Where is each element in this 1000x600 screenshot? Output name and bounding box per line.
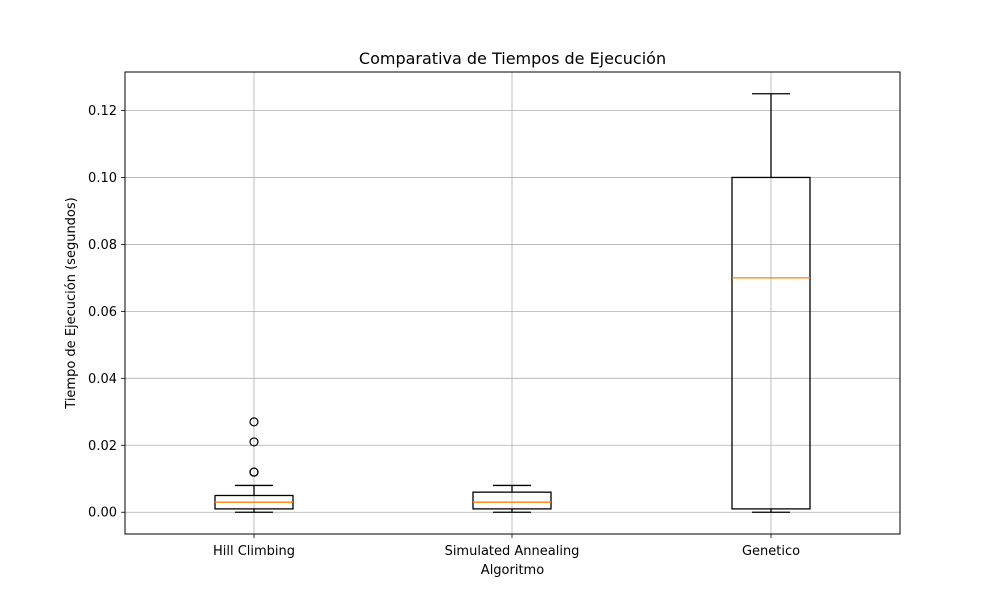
- tick-layer: 0.00 0.02 0.04 0.06 0.08 0.10 0.12 Hill Climbin…: [88, 104, 800, 559]
- y-tick-label: 0.04: [88, 372, 117, 387]
- y-tick-label: 0.00: [88, 506, 117, 521]
- y-axis-label: Tiempo de Ejecución (segundos): [64, 197, 79, 409]
- outlier-point: [249, 467, 259, 477]
- y-tick-label: 0.06: [88, 305, 117, 320]
- grid-layer: [125, 72, 900, 534]
- x-tick-label: Hill Climbing: [213, 544, 295, 559]
- x-tick-label: Genetico: [742, 544, 800, 559]
- chart-title: Comparativa de Tiempos de Ejecución: [359, 49, 666, 68]
- box-iqr: [731, 176, 811, 510]
- y-tick-label: 0.10: [88, 171, 117, 186]
- outlier-point: [249, 417, 259, 427]
- axes-frame: [124, 71, 901, 535]
- y-tick-label: 0.12: [88, 104, 117, 119]
- box-iqr: [472, 491, 552, 510]
- box-layer: [214, 93, 811, 513]
- y-tick-label: 0.08: [88, 238, 117, 253]
- y-tick-label: 0.02: [88, 439, 117, 454]
- x-tick-label: Simulated Annealing: [445, 544, 580, 559]
- x-axis-label: Algoritmo: [481, 563, 544, 578]
- outlier-point: [249, 437, 259, 447]
